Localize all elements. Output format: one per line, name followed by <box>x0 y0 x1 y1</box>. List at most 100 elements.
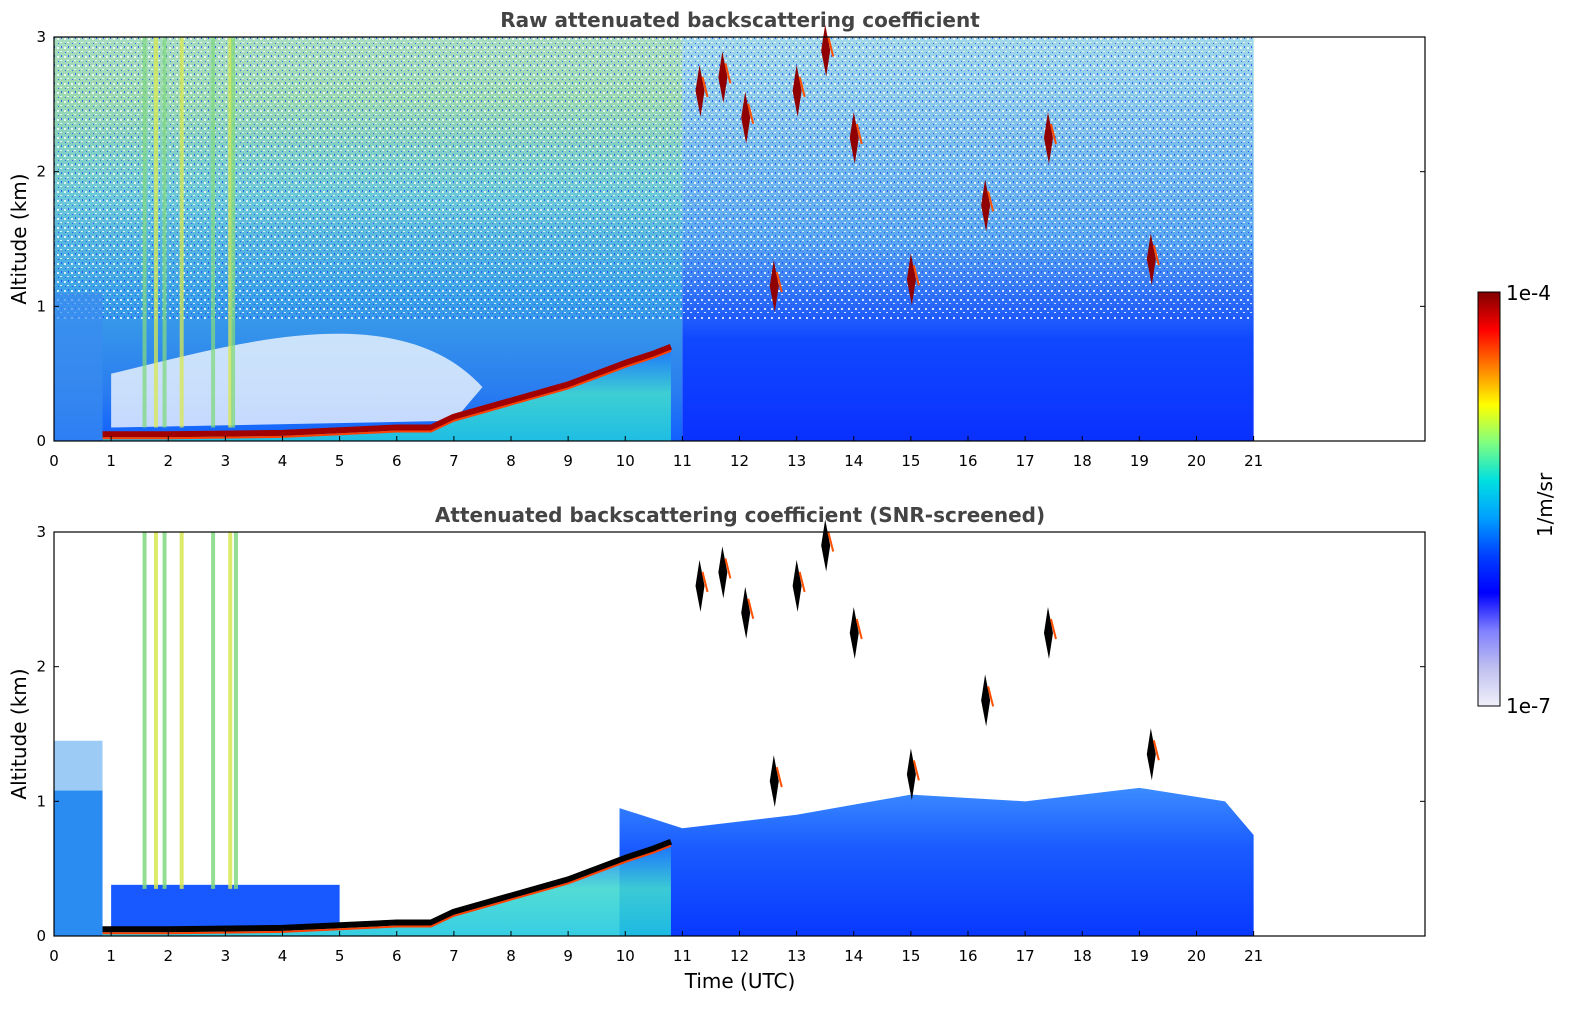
x-tick-label: 21 <box>1244 947 1263 965</box>
x-tick-label: 13 <box>787 452 806 470</box>
x-tick-label: 19 <box>1130 947 1149 965</box>
cloud-mark <box>718 51 728 104</box>
raw-vertical-streak <box>162 37 167 428</box>
raw-vertical-streak <box>211 37 216 428</box>
x-tick-label: 8 <box>506 947 516 965</box>
cloud-mark <box>792 64 802 117</box>
y-tick-label: 1 <box>36 792 46 810</box>
x-tick-label: 14 <box>844 452 863 470</box>
cloud-edge <box>987 191 995 212</box>
panel-raw-title: Raw attenuated backscattering coefficien… <box>500 8 980 32</box>
x-tick-label: 1 <box>106 452 116 470</box>
panel-screened-xlabel: Time (UTC) <box>684 969 796 993</box>
x-tick-label: 17 <box>1016 947 1035 965</box>
cloud-edge <box>1152 244 1160 266</box>
screened-vertical-streak <box>228 532 233 889</box>
x-tick-label: 9 <box>563 947 573 965</box>
x-tick-label: 20 <box>1187 452 1206 470</box>
panel-screened: Attenuated backscattering coefficient (S… <box>7 503 1426 993</box>
y-tick-label: 1 <box>36 297 46 315</box>
screened-early-aerosol-column <box>54 790 103 936</box>
x-tick-label: 3 <box>221 947 231 965</box>
x-tick-label: 0 <box>49 452 59 470</box>
x-tick-label: 20 <box>1187 947 1206 965</box>
colorbar-max-label: 1e-4 <box>1506 281 1551 305</box>
y-tick-label: 0 <box>36 432 46 450</box>
cloud-edge <box>912 265 920 286</box>
x-tick-label: 7 <box>449 947 459 965</box>
cloud-mark <box>849 112 859 164</box>
x-tick-label: 16 <box>958 947 977 965</box>
boundary-layer-top <box>102 838 673 933</box>
x-tick-label: 15 <box>901 452 920 470</box>
cloud-edge <box>701 571 709 593</box>
cloud-mark <box>741 586 751 639</box>
x-tick-label: 3 <box>221 452 231 470</box>
cloud-edge <box>855 123 863 145</box>
cloud-edge <box>775 271 783 293</box>
cloud-mark <box>1146 233 1156 286</box>
screened-vertical-streak <box>162 532 167 889</box>
screened-early-aerosol-top <box>54 740 103 791</box>
raw-clear-air-region <box>111 333 483 428</box>
x-tick-label: 5 <box>335 452 345 470</box>
x-tick-label: 9 <box>563 452 573 470</box>
screened-vertical-streak <box>179 532 184 889</box>
cloud-edge <box>701 76 709 98</box>
x-tick-label: 1 <box>106 947 116 965</box>
y-tick-label: 2 <box>36 658 46 676</box>
x-tick-label: 8 <box>506 452 516 470</box>
cloud-mark <box>695 559 705 612</box>
screened-vertical-streak <box>153 532 158 889</box>
y-tick-label: 0 <box>36 927 46 945</box>
cloud-mark <box>741 91 751 144</box>
x-tick-label: 5 <box>335 947 345 965</box>
raw-vertical-streak <box>142 37 147 428</box>
colorbar: 1e-4 1e-7 1/m/sr <box>1477 281 1557 718</box>
x-tick-label: 12 <box>730 452 749 470</box>
screened-developed-boundary-layer <box>619 787 1254 936</box>
cloud-edge <box>775 766 783 788</box>
cloud-mark <box>769 260 779 313</box>
raw-vertical-streak <box>179 37 184 428</box>
cloud-mark <box>718 546 728 599</box>
x-tick-label: 4 <box>278 452 288 470</box>
cloud-edge <box>747 598 755 620</box>
x-tick-label: 0 <box>49 947 59 965</box>
cloud-mark <box>769 755 779 808</box>
colorbar-unit-label: 1/m/sr <box>1533 472 1557 537</box>
screened-vertical-streak <box>233 532 238 889</box>
raw-vertical-streak <box>228 37 233 428</box>
y-tick-label: 3 <box>36 523 46 541</box>
cloud-edge <box>987 686 995 707</box>
x-tick-label: 13 <box>787 947 806 965</box>
raw-early-aerosol-column <box>54 292 103 441</box>
x-tick-label: 11 <box>673 452 692 470</box>
aerosol-fill <box>102 841 671 936</box>
raw-vertical-streak <box>153 37 158 428</box>
x-tick-label: 18 <box>1073 947 1092 965</box>
screened-vertical-streak <box>142 532 147 889</box>
cloud-mark <box>906 748 916 801</box>
cloud-mark <box>1043 607 1053 659</box>
panel-screened-ylabel: Altitude (km) <box>7 668 31 799</box>
cloud-edge <box>827 36 835 57</box>
cloud-edge <box>724 63 732 84</box>
boundary-layer-top <box>102 343 673 438</box>
cloud-edge <box>912 760 920 781</box>
cloud-edge <box>827 531 835 552</box>
raw-noise-speckle <box>54 37 1254 320</box>
x-tick-label: 2 <box>163 452 173 470</box>
y-tick-label: 2 <box>36 163 46 181</box>
cloud-mark <box>981 179 991 232</box>
x-tick-label: 6 <box>392 947 402 965</box>
x-tick-label: 21 <box>1244 452 1263 470</box>
screened-vertical-streak <box>211 532 216 889</box>
x-tick-label: 7 <box>449 452 459 470</box>
x-tick-label: 15 <box>901 947 920 965</box>
x-tick-label: 10 <box>616 452 635 470</box>
cloud-edge <box>747 103 755 125</box>
